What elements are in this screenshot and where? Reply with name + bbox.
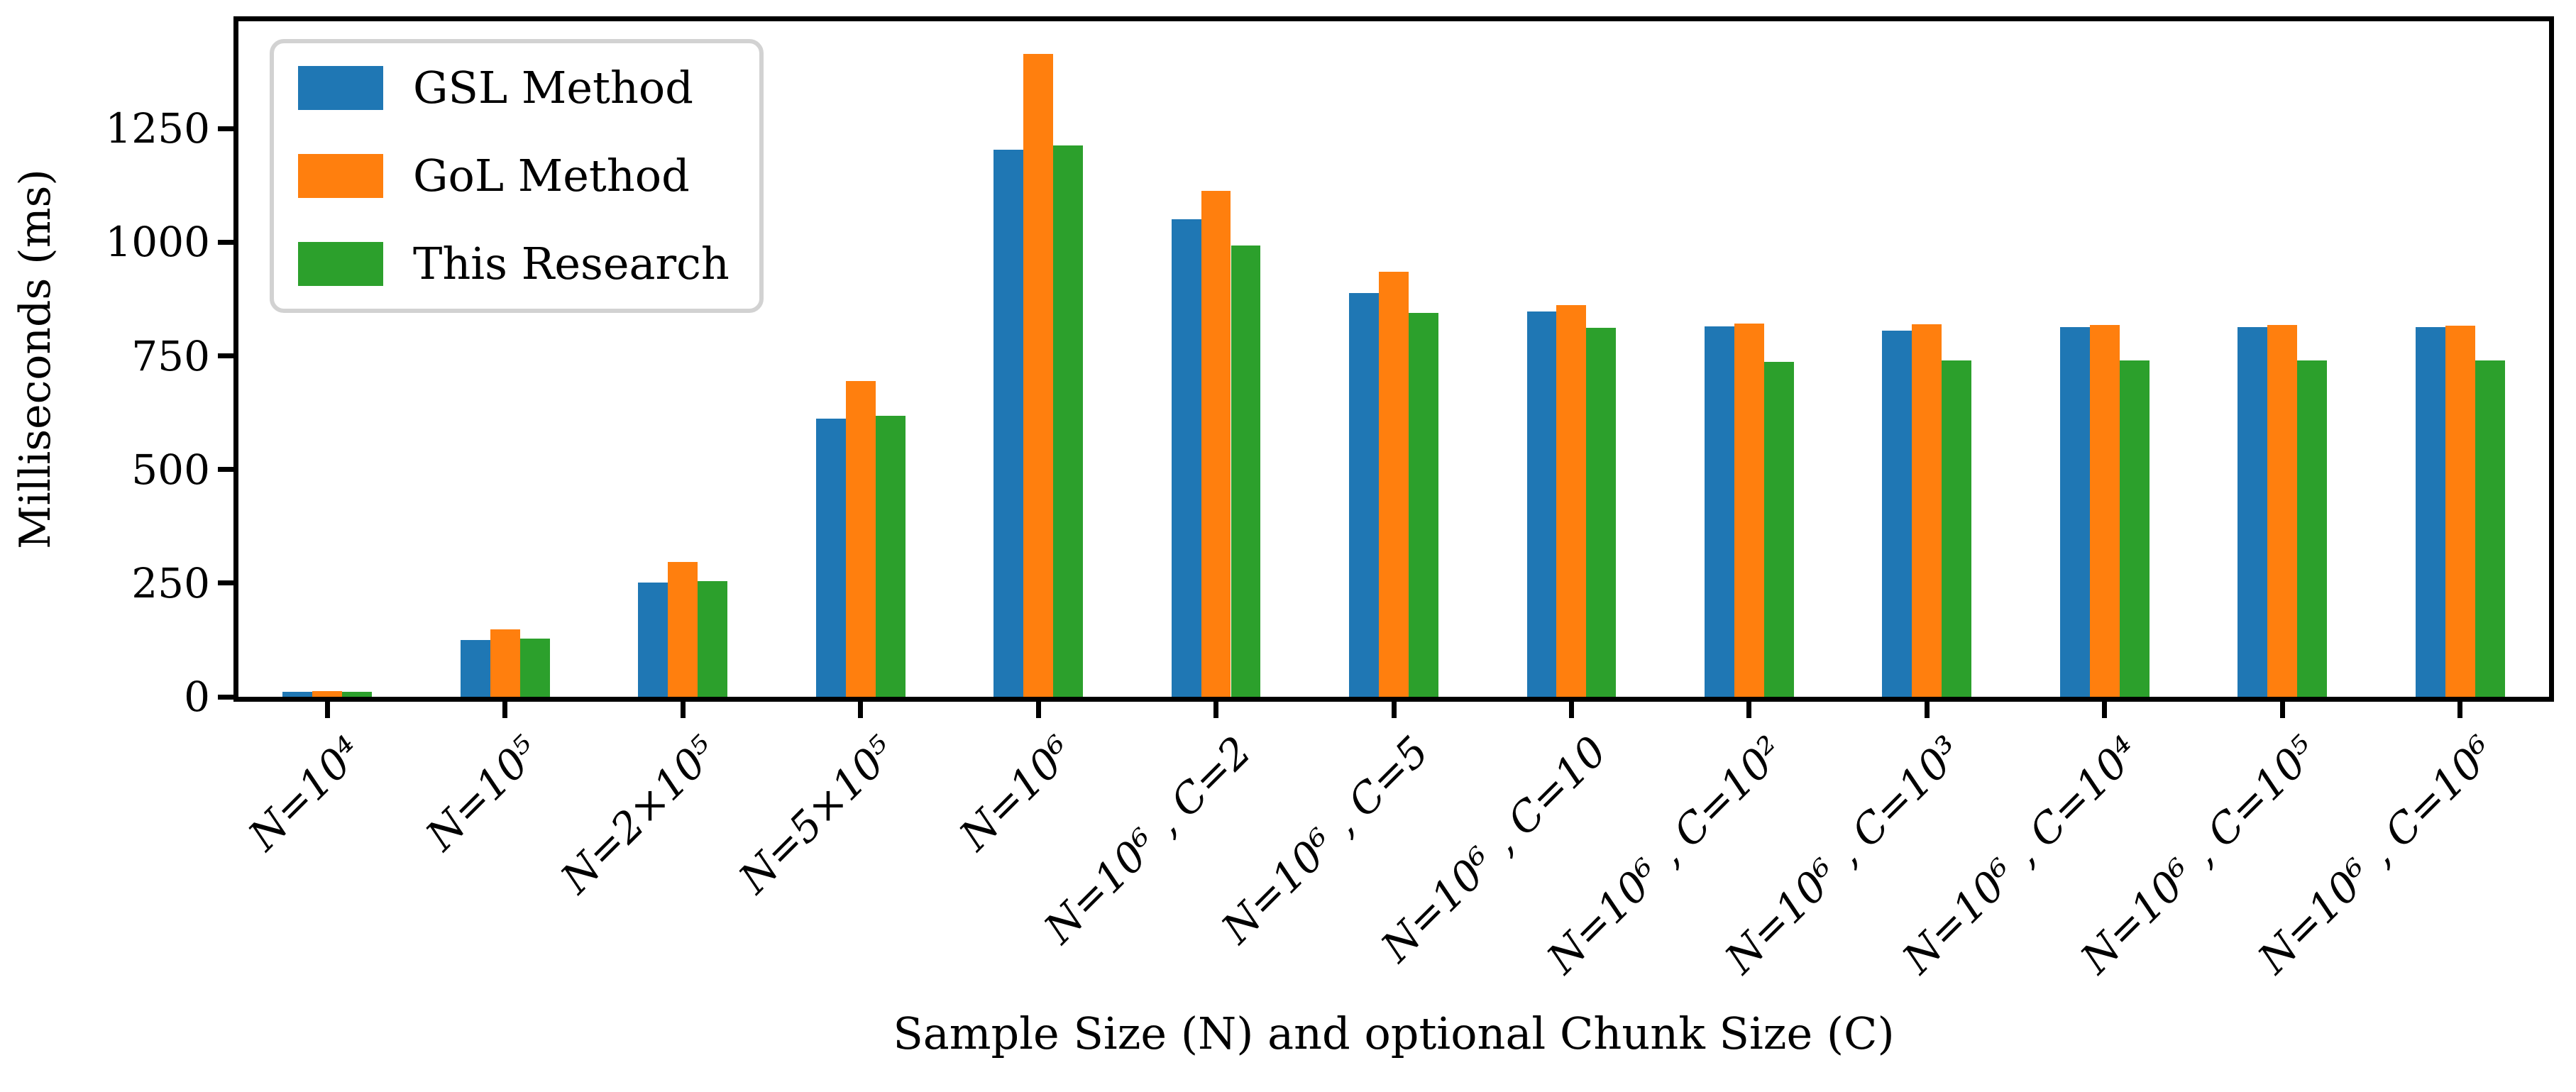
bar-this-research-3 xyxy=(875,416,906,697)
bar-this-research-11 xyxy=(2297,360,2328,697)
legend-item-gsl-method: GSL Method xyxy=(298,65,730,111)
bar-this-research-2 xyxy=(698,581,728,697)
bar-this-research-7 xyxy=(1586,327,1617,697)
bar-gsl-method-0 xyxy=(282,691,313,697)
bar-this-research-8 xyxy=(1763,361,1794,697)
bar-this-research-10 xyxy=(2119,360,2150,697)
bar-gol-method-1 xyxy=(490,629,520,697)
x-tick-4 xyxy=(1035,699,1041,718)
x-tick-label-2: N=2×10⁵ xyxy=(551,727,727,903)
y-tick-label-1250: 1250 xyxy=(105,104,210,153)
legend-label-gsl-method: GSL Method xyxy=(413,62,693,114)
y-tick-0 xyxy=(218,694,238,700)
bar-gol-method-11 xyxy=(2267,324,2298,697)
legend-item-gol-method: GoL Method xyxy=(298,153,730,199)
x-tick-2 xyxy=(680,699,686,718)
bar-gsl-method-8 xyxy=(1704,326,1734,697)
bar-gsl-method-11 xyxy=(2238,327,2268,697)
x-tick-5 xyxy=(1213,699,1219,718)
x-tick-6 xyxy=(1391,699,1397,718)
x-tick-1 xyxy=(502,699,508,718)
legend: GSL Method GoL Method This Research xyxy=(270,39,764,313)
y-tick-750 xyxy=(218,353,238,358)
y-axis-label: Milliseconds (ms) xyxy=(11,169,61,549)
bar-gsl-method-9 xyxy=(1882,331,1912,697)
y-tick-label-750: 750 xyxy=(131,331,210,380)
bar-gsl-method-10 xyxy=(2059,327,2090,697)
x-tick-8 xyxy=(1746,699,1752,718)
x-tick-11 xyxy=(2279,699,2285,718)
plot-area xyxy=(238,21,2549,697)
x-axis-label: Sample Size (N) and optional Chunk Size … xyxy=(893,1008,1895,1059)
legend-label-gol-method: GoL Method xyxy=(413,150,690,202)
x-tick-12 xyxy=(2457,699,2463,718)
y-tick-1000 xyxy=(218,239,238,245)
bar-gol-method-2 xyxy=(668,561,698,697)
bar-gol-method-4 xyxy=(1023,54,1054,697)
bar-gsl-method-5 xyxy=(1171,219,1201,697)
bar-gol-method-9 xyxy=(1912,324,1942,697)
bar-gsl-method-1 xyxy=(460,639,490,697)
x-tick-label-1: N=10⁵ xyxy=(417,727,550,860)
y-tick-label-1000: 1000 xyxy=(105,218,210,267)
x-tick-3 xyxy=(858,699,864,718)
bar-gol-method-12 xyxy=(2445,325,2475,697)
y-tick-label-500: 500 xyxy=(131,445,210,494)
bar-gol-method-10 xyxy=(2089,324,2120,697)
legend-swatch-gsl-method xyxy=(298,66,383,110)
bar-gol-method-8 xyxy=(1734,324,1764,697)
bar-gol-method-7 xyxy=(1556,304,1587,697)
bar-this-research-5 xyxy=(1231,245,1261,697)
bar-this-research-4 xyxy=(1053,145,1083,697)
bar-gsl-method-12 xyxy=(2415,327,2445,697)
bar-this-research-12 xyxy=(2475,360,2505,697)
legend-label-this-research: This Research xyxy=(413,238,730,289)
y-tick-label-250: 250 xyxy=(131,558,210,607)
bar-this-research-1 xyxy=(519,639,550,697)
bar-this-research-0 xyxy=(342,691,373,697)
legend-swatch-gol-method xyxy=(298,154,383,198)
bar-gol-method-6 xyxy=(1379,272,1409,697)
bar-this-research-9 xyxy=(1942,360,1972,697)
bar-gsl-method-7 xyxy=(1526,311,1557,697)
x-tick-10 xyxy=(2102,699,2108,718)
x-tick-label-4: N=10⁶ xyxy=(950,727,1083,860)
bar-gsl-method-4 xyxy=(993,149,1024,697)
legend-item-this-research: This Research xyxy=(298,241,730,287)
bar-gol-method-3 xyxy=(845,380,876,697)
x-tick-0 xyxy=(324,699,330,718)
y-tick-250 xyxy=(218,580,238,586)
bar-gsl-method-2 xyxy=(638,582,668,697)
legend-swatch-this-research xyxy=(298,242,383,286)
x-tick-label-3: N=5×10⁵ xyxy=(729,727,906,903)
y-tick-500 xyxy=(218,467,238,473)
bar-gol-method-0 xyxy=(312,690,343,697)
bar-this-research-6 xyxy=(1408,312,1438,697)
x-tick-label-0: N=10⁴ xyxy=(238,727,372,860)
y-tick-label-0: 0 xyxy=(184,673,210,721)
x-tick-7 xyxy=(1568,699,1574,718)
bar-gol-method-5 xyxy=(1201,190,1231,697)
bar-gsl-method-3 xyxy=(815,418,846,697)
y-tick-1250 xyxy=(218,126,238,131)
x-tick-9 xyxy=(1924,699,1930,718)
bar-gsl-method-6 xyxy=(1349,293,1379,697)
y-axis-label-wrap: Milliseconds (ms) xyxy=(7,21,64,697)
